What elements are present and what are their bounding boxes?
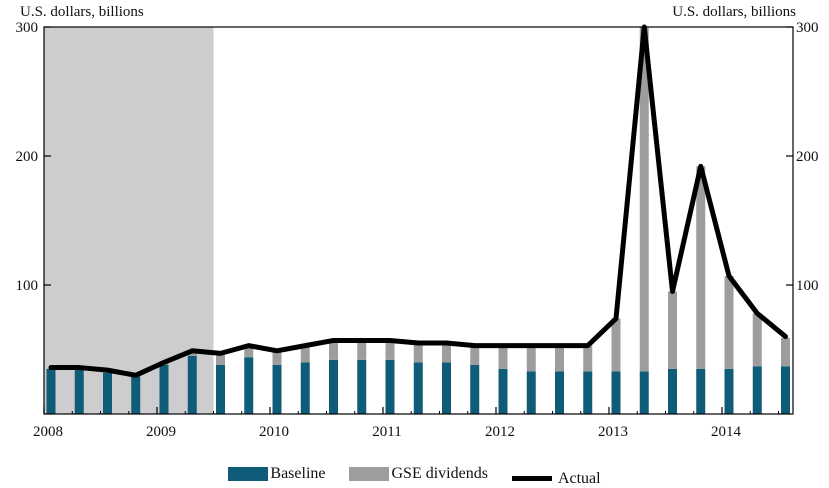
axes: 300 300 200 200 100 100 2008 2009 2010 2011 2012 20…	[16, 20, 819, 440]
baseline-bar	[272, 364, 282, 414]
gse-dividends-bar	[668, 291, 677, 369]
baseline-bar	[611, 371, 621, 414]
gse-dividends-bar	[696, 166, 706, 369]
x-tick-label: 2010	[259, 424, 289, 440]
x-tick-label: 2012	[485, 424, 515, 440]
x-tick-label: 2011	[372, 424, 401, 440]
baseline-bar	[385, 359, 395, 414]
baseline-bar	[668, 368, 677, 414]
gse-dividends-bar	[329, 339, 338, 360]
gse-dividends-bar	[752, 313, 762, 367]
right-y-tick-label: 200	[796, 149, 819, 165]
gse-dividends-bar	[639, 27, 649, 372]
left-axis-unit-label: U.S. dollars, billions	[20, 4, 144, 20]
baseline-bar	[216, 364, 225, 414]
gse-dividends-bar	[724, 275, 734, 369]
baseline-bar	[470, 364, 480, 414]
right-axis-unit-label: U.S. dollars, billions	[672, 4, 796, 20]
gse-dividends-bar	[413, 343, 423, 363]
baseline-bar	[74, 368, 84, 414]
x-tick-label: 2009	[146, 424, 176, 440]
legend-actual: Actual	[511, 469, 601, 488]
bars	[46, 27, 790, 414]
legend-baseline: Baseline	[228, 465, 325, 483]
gse-dividends-bar	[216, 353, 225, 365]
baseline-bar	[639, 371, 649, 414]
baseline-bar	[131, 376, 141, 414]
gse-dividends-bar	[272, 350, 282, 365]
baseline-bar	[526, 371, 536, 414]
right-y-tick-label: 100	[796, 278, 819, 294]
gse-dividends-bar	[470, 345, 480, 365]
gse-dividends-bar	[583, 345, 593, 372]
baseline-bar	[300, 362, 310, 414]
legend-actual-swatch	[511, 476, 552, 481]
baseline-bar	[696, 368, 706, 414]
baseline-bar	[442, 362, 451, 414]
baseline-bar	[781, 366, 790, 414]
right-y-tick-label: 300	[796, 20, 819, 36]
plot-frame	[43, 26, 794, 415]
baseline-bar	[103, 372, 112, 414]
x-tick-label: 2014	[711, 424, 742, 440]
legend-actual-label: Actual	[557, 469, 601, 487]
x-tick-label: 2008	[33, 424, 63, 440]
gse-dividends-bar	[555, 345, 564, 372]
baseline-bar	[46, 368, 56, 414]
gse-dividends-bar	[300, 345, 310, 363]
baseline-bar	[583, 371, 593, 414]
gse-dividends-bar	[611, 318, 621, 372]
baseline-bar	[329, 359, 338, 414]
gse-dividends-bar	[244, 344, 254, 358]
actual-line	[48, 24, 788, 378]
x-tick-label: 2013	[598, 424, 628, 440]
baseline-bar	[555, 371, 564, 414]
legend-gse-dividends-label: GSE dividends	[391, 465, 488, 482]
gse-dividends-bar	[781, 337, 790, 367]
gse-dividends-bar	[498, 345, 508, 369]
baseline-bar	[187, 355, 197, 414]
left-y-tick-label: 100	[16, 278, 39, 294]
gse-dividends-bar	[442, 343, 451, 363]
shaded-period	[44, 27, 214, 414]
legend-baseline-swatch	[228, 467, 269, 481]
baseline-bar	[244, 357, 254, 414]
baseline-bar	[159, 364, 169, 414]
baseline-bar	[357, 359, 367, 414]
left-y-tick-label: 200	[16, 149, 39, 165]
left-y-tick-label: 300	[16, 20, 39, 36]
baseline-bar	[752, 366, 762, 414]
gse-dividends-bar	[526, 345, 536, 372]
legend-gse-dividends: GSE dividends	[349, 465, 488, 483]
legend: Baseline GSE dividends Actual	[0, 465, 829, 488]
baseline-bar	[724, 368, 734, 414]
legend-baseline-label: Baseline	[270, 465, 326, 482]
gse-dividends-bar	[357, 339, 367, 360]
gse-dividends-bar	[385, 339, 395, 360]
baseline-bar	[413, 362, 423, 414]
legend-gse-dividends-swatch	[349, 467, 390, 481]
baseline-bar	[498, 368, 508, 414]
